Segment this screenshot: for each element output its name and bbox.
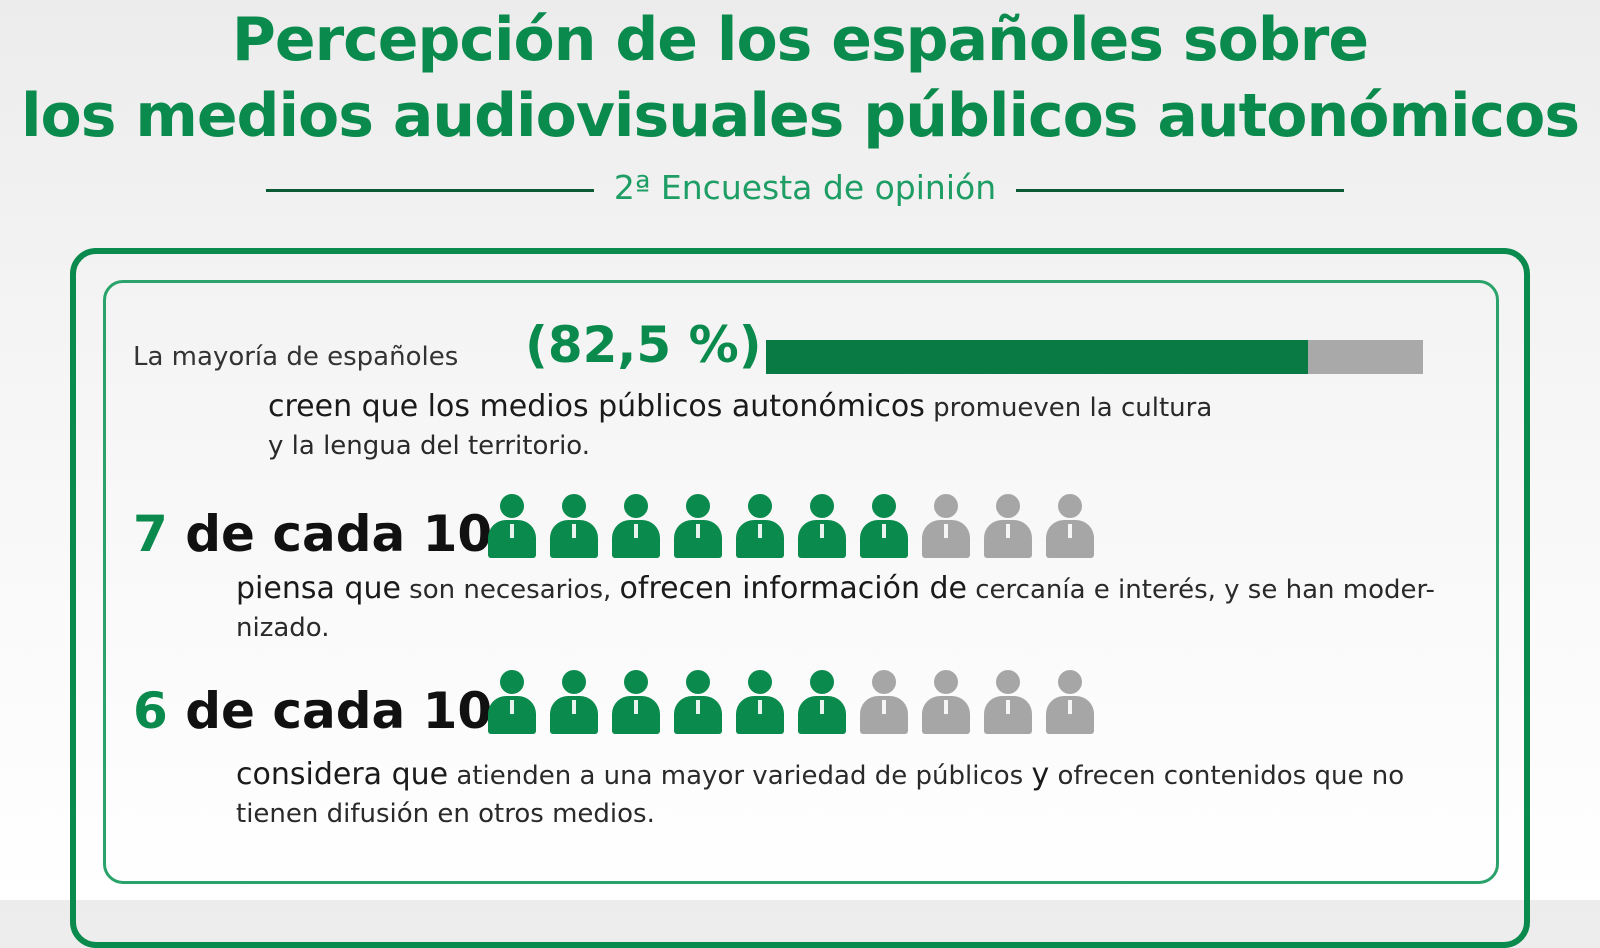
person-collar	[1068, 524, 1072, 538]
majority-bar-track	[766, 340, 1423, 374]
subtitle-rule-left	[266, 189, 594, 192]
majority-percentage: (82,5 %)	[525, 316, 762, 374]
six-person-icon-1-filled	[486, 670, 538, 734]
title-line-1: Percepción de los españoles sobre	[231, 5, 1369, 75]
person-collar	[758, 524, 762, 538]
person-collar	[634, 700, 638, 714]
six-of-ten-heading: 6 de cada 10	[133, 682, 492, 740]
person-head	[934, 494, 958, 518]
person-collar	[634, 524, 638, 538]
person-head	[872, 494, 896, 518]
seven-person-icon-5-filled	[734, 494, 786, 558]
person-head	[500, 494, 524, 518]
seven-person-icon-8-empty	[920, 494, 972, 558]
person-head	[1058, 670, 1082, 694]
seven-person-icon-3-filled	[610, 494, 662, 558]
majority-desc-rest: promueven la cultura	[924, 393, 1213, 423]
six-desc-em1: considera que	[236, 757, 449, 792]
person-collar	[510, 524, 514, 538]
person-head	[562, 670, 586, 694]
person-head	[872, 670, 896, 694]
person-head	[686, 494, 710, 518]
person-head	[810, 494, 834, 518]
person-head	[810, 670, 834, 694]
person-collar	[944, 700, 948, 714]
six-desc-em2: y	[1031, 757, 1050, 792]
majority-bar-fill	[766, 340, 1309, 374]
six-person-icon-10-empty	[1044, 670, 1096, 734]
six-person-icon-2-filled	[548, 670, 600, 734]
subtitle: 2ª Encuesta de opinión	[613, 168, 997, 207]
person-head	[500, 670, 524, 694]
person-collar	[1006, 700, 1010, 714]
person-collar	[820, 524, 824, 538]
person-head	[624, 494, 648, 518]
person-collar	[572, 700, 576, 714]
person-collar	[882, 700, 886, 714]
title-line-2: los medios audiovisuales públicos autonó…	[20, 81, 1580, 151]
six-person-icon-3-filled	[610, 670, 662, 734]
person-head	[934, 670, 958, 694]
six-person-icon-9-empty	[982, 670, 1034, 734]
seven-desc-t2: cercanía e interés, y se han moder-	[967, 575, 1435, 605]
six-person-icon-6-filled	[796, 670, 848, 734]
person-head	[996, 670, 1020, 694]
seven-person-icon-7-filled	[858, 494, 910, 558]
six-text: de cada 10	[167, 682, 493, 740]
seven-person-icon-1-filled	[486, 494, 538, 558]
person-head	[624, 670, 648, 694]
subtitle-row: 2ª Encuesta de opinión	[0, 168, 1600, 208]
majority-description: creen que los medios públicos autonómico…	[268, 388, 1268, 465]
majority-desc-emphasis: creen que los medios públicos autonómico…	[268, 389, 925, 424]
person-collar	[1068, 700, 1072, 714]
person-collar	[696, 524, 700, 538]
person-collar	[882, 524, 886, 538]
page-title: Percepción de los españoles sobre los me…	[0, 2, 1600, 154]
six-of-ten-pictogram	[486, 670, 1126, 734]
person-collar	[510, 700, 514, 714]
person-head	[748, 494, 772, 518]
seven-of-ten-pictogram	[486, 494, 1126, 558]
person-head	[686, 670, 710, 694]
six-person-icon-7-empty	[858, 670, 910, 734]
person-collar	[696, 700, 700, 714]
seven-desc-em1: piensa que	[236, 571, 401, 606]
six-person-icon-4-filled	[672, 670, 724, 734]
seven-text: de cada 10	[167, 505, 493, 563]
six-number: 6	[133, 682, 168, 740]
majority-lead: La mayoría de españoles	[133, 342, 459, 372]
seven-person-icon-6-filled	[796, 494, 848, 558]
person-collar	[1006, 524, 1010, 538]
seven-person-icon-10-empty	[1044, 494, 1096, 558]
person-collar	[758, 700, 762, 714]
seven-of-ten-heading: 7 de cada 10	[133, 505, 492, 563]
majority-desc-line2: y la lengua del territorio.	[268, 431, 591, 461]
six-description: considera que atienden a una mayor varie…	[236, 756, 1446, 833]
seven-number: 7	[133, 505, 168, 563]
six-desc-t2: ofrecen contenidos que no	[1049, 761, 1405, 791]
person-collar	[820, 700, 824, 714]
person-collar	[944, 524, 948, 538]
inner-frame	[103, 280, 1499, 884]
seven-desc-t1: son necesarios,	[400, 575, 620, 605]
seven-person-icon-4-filled	[672, 494, 724, 558]
person-head	[562, 494, 586, 518]
seven-person-icon-9-empty	[982, 494, 1034, 558]
seven-desc-em2: ofrecen información de	[619, 571, 967, 606]
person-head	[996, 494, 1020, 518]
seven-description: piensa que son necesarios, ofrecen infor…	[236, 570, 1446, 647]
six-person-icon-8-empty	[920, 670, 972, 734]
person-head	[1058, 494, 1082, 518]
six-desc-t1: atienden a una mayor variedad de público…	[448, 761, 1032, 791]
person-head	[748, 670, 772, 694]
subtitle-rule-right	[1016, 189, 1344, 192]
six-person-icon-5-filled	[734, 670, 786, 734]
person-collar	[572, 524, 576, 538]
seven-person-icon-2-filled	[548, 494, 600, 558]
seven-desc-line2: nizado.	[236, 613, 330, 643]
six-desc-line2: tienen difusión en otros medios.	[236, 799, 655, 829]
